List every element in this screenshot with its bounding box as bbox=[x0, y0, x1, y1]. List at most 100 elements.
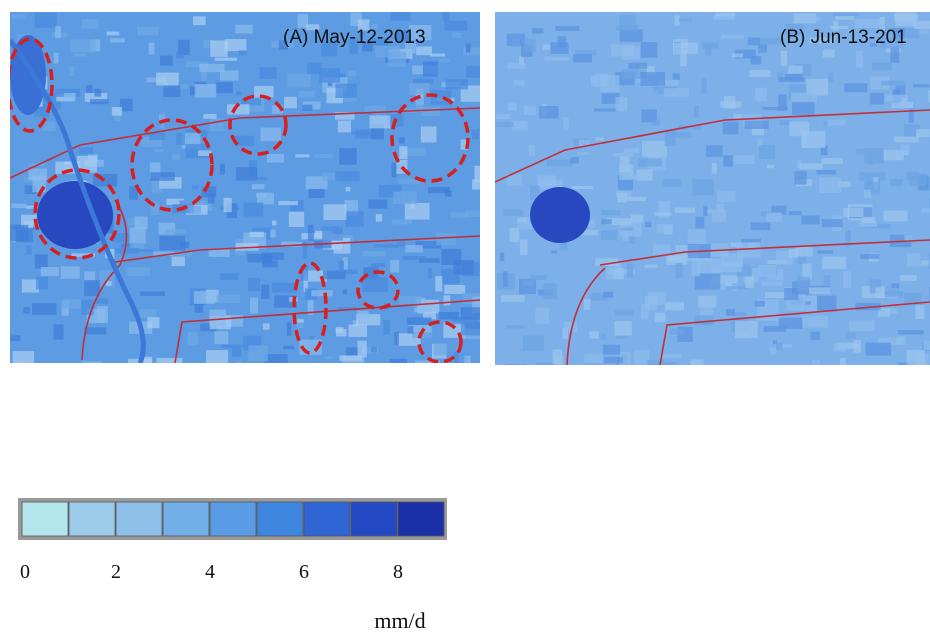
texture bbox=[833, 13, 858, 16]
texture bbox=[723, 155, 732, 166]
texture bbox=[263, 323, 270, 329]
texture bbox=[137, 27, 159, 36]
texture bbox=[69, 66, 74, 76]
texture bbox=[480, 361, 488, 370]
texture bbox=[907, 350, 925, 366]
texture bbox=[809, 287, 830, 293]
texture bbox=[23, 307, 29, 313]
texture bbox=[192, 186, 199, 190]
texture bbox=[216, 295, 240, 304]
texture bbox=[804, 17, 820, 21]
texture bbox=[819, 177, 841, 192]
texture bbox=[824, 275, 831, 285]
texture bbox=[523, 335, 544, 351]
texture bbox=[675, 208, 695, 213]
texture bbox=[759, 145, 774, 159]
texture bbox=[421, 107, 440, 116]
texture bbox=[289, 212, 304, 227]
texture bbox=[776, 343, 782, 351]
legend-swatch bbox=[257, 502, 303, 536]
texture bbox=[843, 271, 851, 288]
texture bbox=[645, 265, 658, 268]
texture bbox=[628, 63, 647, 69]
texture bbox=[810, 332, 820, 340]
texture bbox=[624, 148, 639, 152]
texture bbox=[225, 39, 247, 51]
texture bbox=[789, 211, 802, 215]
texture bbox=[543, 283, 557, 299]
texture bbox=[32, 303, 57, 315]
texture bbox=[134, 216, 147, 228]
texture bbox=[761, 282, 782, 286]
texture bbox=[222, 344, 244, 348]
texture bbox=[163, 85, 180, 97]
texture bbox=[156, 73, 179, 86]
texture bbox=[260, 128, 281, 142]
texture bbox=[702, 78, 707, 93]
texture bbox=[262, 260, 277, 267]
texture bbox=[392, 163, 397, 178]
texture bbox=[414, 308, 432, 313]
texture bbox=[544, 57, 569, 60]
texture bbox=[94, 89, 101, 97]
texture bbox=[439, 59, 450, 62]
texture bbox=[553, 349, 563, 364]
texture bbox=[439, 312, 459, 320]
legend: mm/d 02468 bbox=[18, 498, 447, 633]
texture bbox=[615, 97, 627, 111]
texture bbox=[882, 150, 903, 160]
texture bbox=[157, 358, 183, 370]
texture bbox=[692, 179, 713, 195]
texture bbox=[856, 51, 863, 68]
texture bbox=[659, 354, 682, 358]
texture bbox=[732, 53, 743, 57]
texture bbox=[328, 83, 332, 87]
map-panel-a: (A) May-12-2013 bbox=[8, 12, 489, 374]
texture bbox=[621, 228, 633, 231]
texture bbox=[235, 25, 252, 34]
texture bbox=[394, 332, 399, 346]
texture bbox=[115, 248, 139, 253]
figure: (A) May-12-2013 (B) Jun-13-201 mm/d 0246… bbox=[0, 0, 930, 642]
texture bbox=[506, 325, 524, 329]
texture bbox=[617, 193, 627, 203]
texture bbox=[778, 94, 786, 111]
texture bbox=[127, 267, 150, 276]
texture bbox=[518, 217, 528, 222]
texture bbox=[82, 361, 102, 368]
texture bbox=[147, 317, 159, 328]
texture bbox=[466, 43, 470, 52]
texture bbox=[322, 226, 343, 240]
texture bbox=[155, 149, 163, 152]
texture bbox=[846, 333, 856, 339]
texture bbox=[287, 322, 292, 335]
texture bbox=[551, 250, 557, 253]
texture bbox=[339, 261, 344, 275]
texture bbox=[446, 79, 468, 89]
texture bbox=[679, 18, 692, 21]
texture bbox=[500, 253, 504, 262]
texture bbox=[220, 164, 225, 175]
texture bbox=[843, 208, 863, 217]
legend-swatch bbox=[116, 502, 162, 536]
texture bbox=[107, 31, 120, 35]
texture bbox=[601, 219, 611, 224]
texture bbox=[194, 291, 215, 304]
texture bbox=[664, 88, 689, 97]
texture bbox=[248, 278, 260, 292]
texture bbox=[834, 344, 847, 352]
texture bbox=[363, 251, 386, 257]
texture bbox=[828, 73, 833, 83]
texture bbox=[584, 354, 602, 363]
texture bbox=[692, 260, 700, 277]
texture bbox=[444, 21, 467, 31]
texture bbox=[584, 299, 591, 310]
texture bbox=[236, 92, 241, 96]
texture bbox=[734, 155, 755, 164]
texture bbox=[524, 106, 536, 115]
texture bbox=[340, 355, 363, 360]
texture bbox=[789, 122, 809, 137]
texture bbox=[557, 36, 565, 47]
texture bbox=[496, 114, 510, 119]
texture bbox=[620, 156, 630, 172]
